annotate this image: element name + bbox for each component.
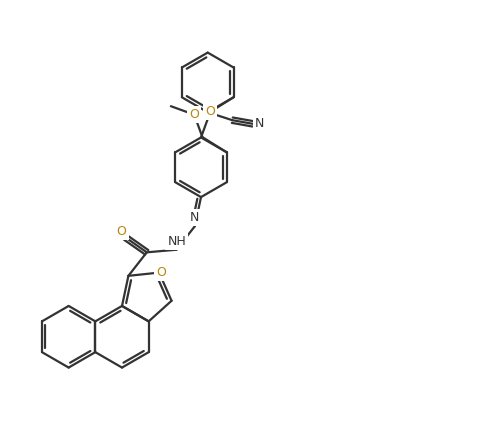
Text: O: O [206, 105, 216, 118]
Text: O: O [156, 266, 166, 279]
Text: N: N [190, 211, 200, 224]
Text: O: O [190, 108, 199, 121]
Text: NH: NH [168, 235, 186, 248]
Text: O: O [116, 225, 126, 238]
Text: N: N [255, 117, 264, 130]
